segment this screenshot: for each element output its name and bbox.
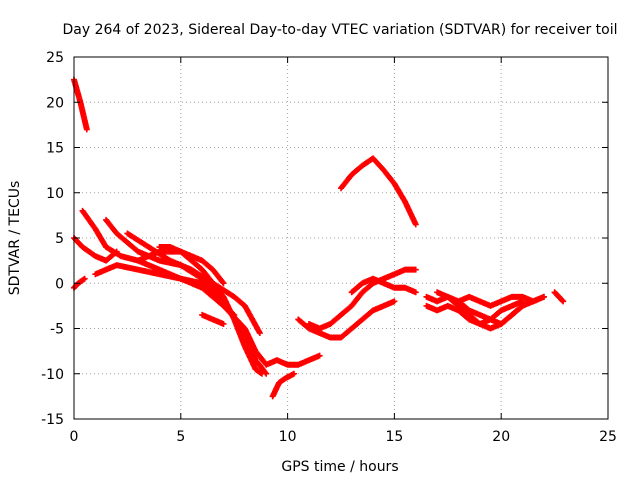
- data-point: [219, 279, 226, 286]
- data-point: [391, 298, 398, 305]
- y-axis-label: SDTVAR / TECUs: [7, 181, 23, 296]
- data-point: [412, 266, 419, 273]
- y-tick-label: -15: [41, 412, 64, 428]
- series-arc-5: [103, 216, 270, 377]
- data-point: [220, 280, 227, 287]
- y-tick-label: 15: [46, 141, 64, 157]
- series-arc-13: [305, 266, 419, 332]
- y-tick-label: 25: [46, 50, 64, 66]
- data-points: [71, 76, 567, 400]
- y-tick-label: 10: [46, 186, 64, 202]
- data-point: [559, 297, 566, 304]
- data-point: [412, 289, 419, 296]
- series-arc-7: [92, 262, 323, 368]
- series-arc-9: [156, 244, 227, 287]
- y-tick-label: 0: [55, 276, 64, 292]
- data-point: [258, 370, 265, 377]
- y-tick-label: 20: [46, 95, 64, 111]
- series-arc-10: [199, 311, 227, 327]
- data-point: [83, 126, 90, 133]
- y-tick-label: -10: [41, 367, 64, 383]
- x-axis-label: GPS time / hours: [281, 459, 398, 475]
- data-point: [540, 293, 547, 300]
- data-point: [81, 275, 88, 282]
- series-arc-15: [338, 155, 419, 228]
- grid: [74, 57, 608, 419]
- series-arc-19: [455, 293, 547, 309]
- x-tick-label: 15: [385, 429, 403, 445]
- series-arc-14: [348, 275, 419, 296]
- y-tick-label: -5: [50, 322, 64, 338]
- series-arc-18: [434, 289, 526, 332]
- x-tick-label: 0: [70, 429, 79, 445]
- data-point: [519, 302, 526, 309]
- data-point: [316, 352, 323, 359]
- data-point: [518, 303, 525, 310]
- y-tick-label: 5: [55, 231, 64, 247]
- data-point: [412, 221, 419, 228]
- data-point: [256, 330, 263, 337]
- data-point: [220, 320, 227, 327]
- x-tick-label: 25: [599, 429, 617, 445]
- chart-title: Day 264 of 2023, Sidereal Day-to-day VTE…: [62, 22, 617, 38]
- x-tick-label: 20: [492, 429, 510, 445]
- series-arc-20: [551, 289, 567, 305]
- data-point: [560, 298, 567, 305]
- x-tick-label: 10: [279, 429, 297, 445]
- x-tick-label: 5: [176, 429, 185, 445]
- data-point: [291, 370, 298, 377]
- series-arc-12: [295, 298, 398, 341]
- axis-ticks: 0 5 10 15 20 25 -15 -10 -5 0 5 10 15 20 25: [41, 50, 617, 445]
- series-arc-11: [269, 370, 298, 400]
